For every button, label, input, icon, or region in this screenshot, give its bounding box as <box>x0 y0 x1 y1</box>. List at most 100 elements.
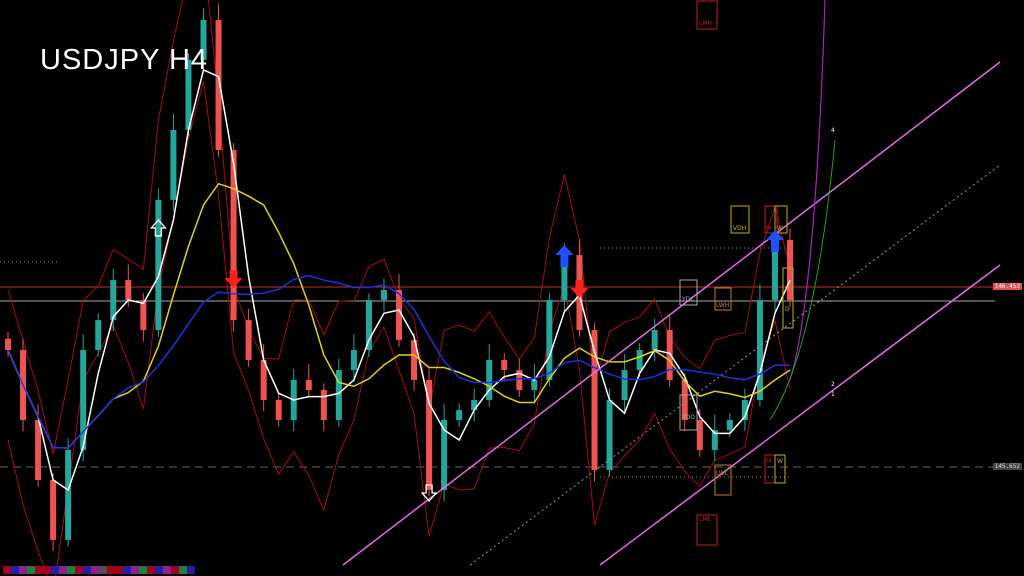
level-box <box>730 205 750 234</box>
candle-body <box>666 329 673 380</box>
candle-body <box>411 340 418 380</box>
level-box <box>696 0 718 30</box>
level-box <box>679 394 698 431</box>
ma-mid-line <box>7 182 791 449</box>
candle-body <box>621 370 628 400</box>
level-box <box>714 464 732 496</box>
box-label-m: M <box>766 458 772 465</box>
strip-cell <box>35 566 43 574</box>
strip-cell <box>83 566 91 574</box>
candle-body <box>426 379 433 490</box>
box-label-w: W <box>777 225 783 232</box>
candle-body <box>95 320 102 351</box>
box-label-lmh: LMH <box>699 20 713 27</box>
strip-cell <box>171 566 179 574</box>
strip-cell <box>139 566 147 574</box>
wave-label: 1 <box>831 391 835 398</box>
strip-cell <box>179 566 187 574</box>
strip-cell <box>107 566 115 574</box>
ma-slow-line <box>7 274 790 449</box>
candle-body <box>441 419 448 490</box>
strip-cell <box>131 566 139 574</box>
box-label-ydo: YDO <box>682 414 696 421</box>
sell-arrow-icon <box>224 270 243 289</box>
candle-body <box>651 329 658 351</box>
candle-body <box>215 19 222 150</box>
candle-body <box>456 410 463 420</box>
level-box <box>679 279 698 306</box>
candle-body <box>711 430 718 450</box>
candle-body <box>200 19 207 60</box>
box-label-d: D <box>785 306 790 313</box>
candle-body <box>396 289 402 341</box>
sell-hollow-arrow-icon <box>420 484 438 502</box>
candle-body <box>771 239 778 301</box>
candle-body <box>471 399 478 411</box>
candle-body <box>185 59 192 130</box>
strip-cell <box>27 566 35 574</box>
candle-body <box>380 289 387 301</box>
strip-cell <box>19 566 27 574</box>
box-label-lml: LML <box>699 516 711 523</box>
strip-cell <box>115 566 123 574</box>
candle-body <box>531 379 538 391</box>
strip-cell <box>67 566 75 574</box>
candle-body <box>275 399 282 420</box>
candle-body <box>335 370 342 420</box>
candle-body <box>591 329 598 470</box>
candle-body <box>260 359 267 400</box>
strip-cell <box>163 566 171 574</box>
buy-arrow-icon <box>555 245 574 268</box>
strip-cell <box>91 566 99 574</box>
candle-body <box>230 149 237 321</box>
strip-cell <box>123 566 131 574</box>
box-label-m: M <box>766 225 772 232</box>
candle-body <box>305 379 312 391</box>
box-label-vdh: VDH <box>733 225 747 232</box>
candle-body <box>80 350 87 450</box>
wave-label: 2 <box>831 381 835 388</box>
strip-cell <box>147 566 155 574</box>
level-box <box>774 454 786 484</box>
candle-body <box>681 379 688 420</box>
candle-body <box>726 419 733 431</box>
candle-body <box>350 350 357 371</box>
candle-body <box>110 280 117 321</box>
level-box <box>696 514 718 546</box>
candle-body <box>787 239 793 301</box>
chart-title: USDJPY H4 <box>40 44 209 76</box>
candle-body <box>245 320 252 360</box>
price-label-gray: 145.652 <box>992 463 1022 470</box>
oscillator-line <box>769 139 836 421</box>
strip-cell <box>43 566 51 574</box>
candle-body <box>696 419 703 450</box>
candle-body <box>5 338 11 351</box>
candle-body <box>65 449 72 540</box>
level-box <box>764 205 778 234</box>
strip-cell <box>187 566 195 574</box>
strip-cell <box>75 566 83 574</box>
box-label-lwh: LWH <box>716 302 730 309</box>
candle-body <box>170 129 177 200</box>
candle-body <box>606 399 613 470</box>
candle-body <box>50 480 57 540</box>
channel-mid-line <box>469 164 1001 566</box>
candle-body <box>35 419 42 481</box>
channel-upper-line <box>342 61 1001 566</box>
projection-curve <box>789 0 826 381</box>
candle-body <box>546 300 553 380</box>
candle-body <box>516 370 523 391</box>
box-label-d: D <box>785 286 790 293</box>
lower-band <box>7 81 791 576</box>
strip-cell <box>99 566 107 574</box>
candle-body <box>741 399 748 420</box>
candle-body <box>125 280 132 301</box>
candle-body <box>486 359 493 400</box>
box-label-lwl: LWL <box>716 470 729 477</box>
box-label-ydc: YDC <box>682 296 695 303</box>
channel-lower-line <box>599 264 1001 566</box>
strip-cell <box>155 566 163 574</box>
price-label-red: 146.452 <box>992 283 1022 290</box>
box-label-w: W <box>777 458 783 465</box>
